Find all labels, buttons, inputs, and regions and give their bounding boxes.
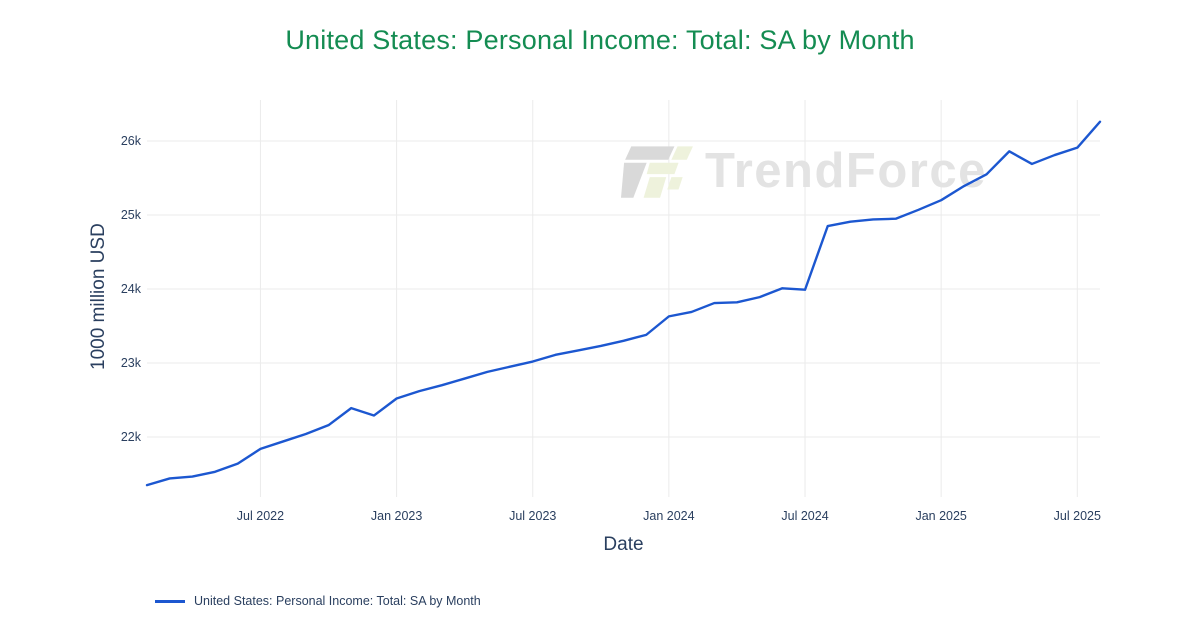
legend: United States: Personal Income: Total: S… xyxy=(155,594,481,608)
x-axis-title: Date xyxy=(603,534,644,555)
x-tick-label: Jan 2024 xyxy=(643,509,695,523)
x-tick-label: Jan 2023 xyxy=(370,509,423,523)
legend-label: United States: Personal Income: Total: S… xyxy=(194,594,481,608)
x-tick-label: Jul 2025 xyxy=(1053,509,1101,523)
y-tick-label: 26k xyxy=(120,134,141,148)
x-tick-label: Jul 2023 xyxy=(509,509,557,523)
y-tick-label: 25k xyxy=(120,208,141,222)
x-tick-label: Jul 2024 xyxy=(781,509,829,523)
x-tick-label: Jul 2022 xyxy=(236,509,285,523)
y-tick-label: 22k xyxy=(120,430,141,444)
plot-area[interactable] xyxy=(147,100,1100,497)
chart-title: United States: Personal Income: Total: S… xyxy=(285,25,915,55)
y-tick-label: 24k xyxy=(120,282,141,296)
x-tick-label: Jan 2025 xyxy=(915,509,967,523)
y-tick-label: 23k xyxy=(120,356,141,370)
legend-item[interactable]: United States: Personal Income: Total: S… xyxy=(155,594,481,608)
y-axis-title: 1000 million USD xyxy=(88,223,109,371)
legend-line-swatch xyxy=(155,599,185,603)
